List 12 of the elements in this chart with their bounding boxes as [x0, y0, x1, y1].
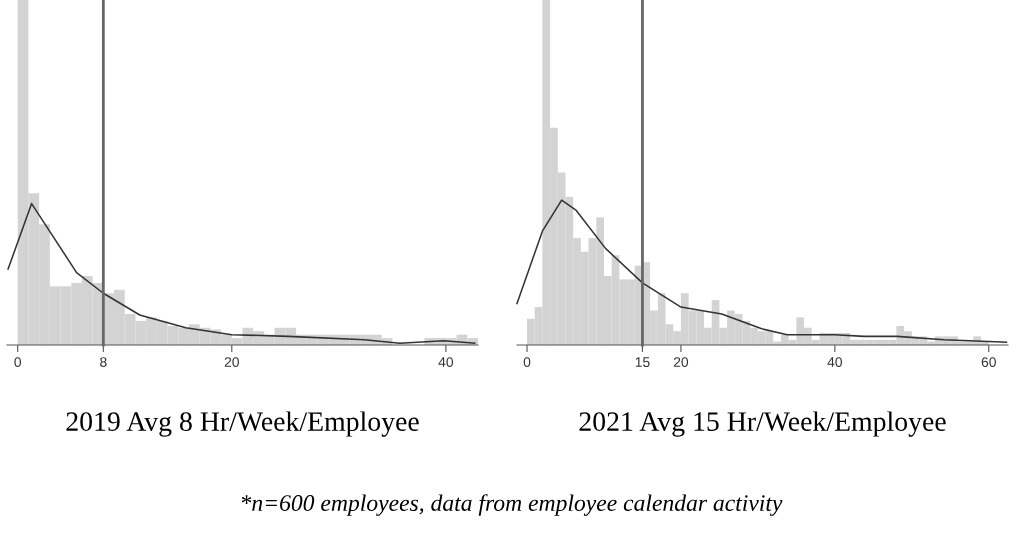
x-tick-label: 8: [100, 357, 107, 368]
x-axis-title: 2021 Avg 15 Hr/Week/Employee: [579, 411, 946, 437]
x-axis-title: 2019 Avg 8 Hr/Week/Employee: [66, 411, 419, 437]
x-tick-label: 15: [635, 357, 650, 368]
x-tick-label: 40: [827, 357, 843, 368]
x-tick-label: 40: [438, 357, 454, 368]
x-tick-label: 20: [224, 357, 239, 368]
x-tick-label: 0: [523, 357, 531, 368]
text: *n=600 employees, data from employee calendar activity: [241, 494, 783, 516]
x-tick-label: 20: [673, 357, 689, 368]
x-tick-label: 60: [981, 357, 996, 368]
x-tick-label: 0: [14, 357, 22, 368]
